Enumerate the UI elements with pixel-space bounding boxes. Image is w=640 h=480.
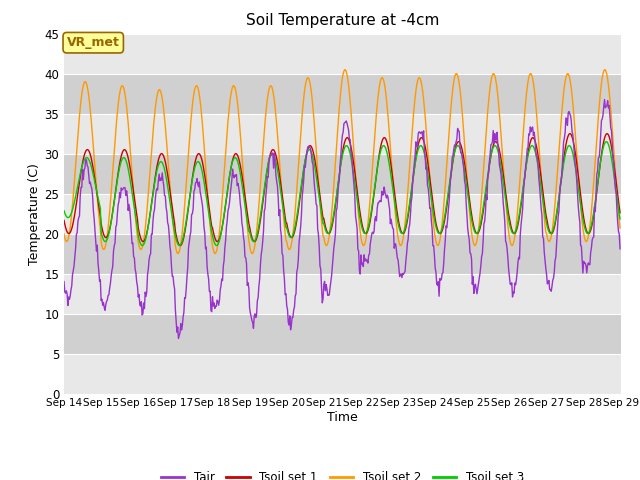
Title: Soil Temperature at -4cm: Soil Temperature at -4cm — [246, 13, 439, 28]
Bar — [64, 354, 621, 394]
Bar — [64, 154, 621, 193]
Bar — [64, 234, 621, 274]
Bar — [64, 274, 621, 313]
X-axis label: Time: Time — [327, 411, 358, 424]
Bar — [64, 73, 621, 114]
Bar — [64, 193, 621, 234]
Bar — [64, 114, 621, 154]
Text: VR_met: VR_met — [67, 36, 120, 49]
Legend: Tair, Tsoil set 1, Tsoil set 2, Tsoil set 3: Tair, Tsoil set 1, Tsoil set 2, Tsoil se… — [156, 466, 529, 480]
Bar — [64, 313, 621, 354]
Y-axis label: Temperature (C): Temperature (C) — [29, 163, 42, 264]
Bar — [64, 34, 621, 73]
